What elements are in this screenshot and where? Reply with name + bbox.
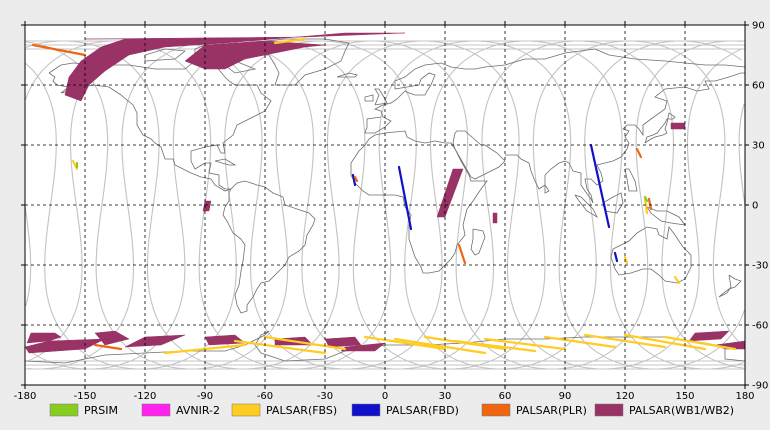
swath-palsar-plr	[647, 197, 653, 211]
legend-label: AVNIR-2	[176, 404, 220, 417]
x-tick-label: -150	[74, 391, 97, 402]
swath-palsar-wb1-wb2	[26, 332, 62, 344]
x-tick-label: 120	[615, 391, 634, 402]
swath-palsar-fbs	[583, 333, 667, 349]
coastline	[336, 72, 358, 78]
coastline	[222, 180, 316, 314]
x-tick-label: -90	[197, 391, 213, 402]
x-tick-label: 60	[499, 391, 512, 402]
legend-label: PALSAR(FBD)	[386, 404, 459, 417]
swath-palsar-fbs	[233, 339, 327, 355]
legend-swatch	[351, 403, 381, 417]
swath-palsar-fbd	[397, 165, 413, 231]
swath-palsar-fbs	[643, 197, 649, 215]
x-tick-label: 180	[735, 391, 754, 402]
coastline	[350, 130, 488, 274]
coastline	[644, 112, 676, 144]
y-tick-label: -30	[752, 261, 768, 272]
coastline	[505, 72, 745, 204]
coastline	[364, 116, 382, 134]
x-tick-label: -120	[134, 391, 157, 402]
swath-palsar-fbs	[363, 335, 447, 351]
coastline	[574, 194, 598, 219]
legend-swatch	[231, 403, 261, 417]
swath-palsar-fbs	[453, 339, 537, 353]
legend-swatch	[49, 403, 79, 417]
swath-palsar-plr	[353, 175, 359, 183]
y-tick-label: 60	[752, 81, 765, 92]
legend-label: PALSAR(PLR)	[516, 404, 587, 417]
swath-palsar-fbd	[351, 173, 357, 187]
coastline	[48, 60, 272, 190]
swath-palsar-wb1-wb2	[24, 338, 106, 354]
legend-swatch	[141, 403, 171, 417]
swath-palsar-wb1-wb2	[64, 32, 406, 102]
observation-swaths	[24, 32, 746, 355]
swath-palsar-fbs	[673, 275, 681, 285]
x-tick-label: 150	[675, 391, 694, 402]
swath-palsar-fbs	[623, 255, 629, 265]
x-tick-label: -30	[317, 391, 333, 402]
legend: PRSIM AVNIR-2 PALSAR(FBS) PALSAR(FBD) PALSAR…	[49, 403, 734, 417]
coastline	[364, 94, 374, 102]
swath-palsar-wb1-wb2	[670, 122, 686, 130]
swath-palsar-fbs	[483, 337, 567, 351]
coastline	[470, 228, 486, 256]
swath-palsar-fbs	[543, 335, 617, 349]
orbit-track	[27, 40, 745, 370]
swath-palsar-fbs	[623, 333, 707, 351]
x-tick-label: 0	[382, 391, 388, 402]
swath-palsar-wb1-wb2	[688, 330, 730, 342]
coastline	[374, 88, 388, 106]
swath-palsar-plr	[635, 147, 643, 159]
legend-label: PALSAR(WB1/WB2)	[629, 404, 734, 417]
axis-ticks: -180 -150 -120 -90 -60 -30 0 30 60 90 120 150 180 90 6…	[14, 21, 769, 403]
swath-palsar-plr	[31, 43, 87, 57]
swath-palsar-plr	[93, 343, 123, 351]
swath-palsar-fbs	[273, 37, 307, 45]
swath-palsar-fbd	[589, 143, 611, 229]
orbit-track	[24, 40, 746, 370]
y-tick-label: -60	[752, 321, 768, 332]
legend-swatch	[481, 403, 511, 417]
x-tick-label: -60	[257, 391, 273, 402]
x-tick-label: 90	[559, 391, 572, 402]
swath-palsar-wb1-wb2	[492, 212, 498, 224]
legend-label: PRSIM	[84, 404, 118, 417]
orbit-track	[24, 40, 742, 370]
swath-palsar-wb1-wb2	[324, 336, 362, 348]
orbit-track	[27, 40, 744, 370]
swath-prsim	[643, 195, 649, 203]
swath-palsar-wb1-wb2	[202, 200, 212, 212]
graticule	[25, 25, 745, 385]
swath-palsar-wb1-wb2	[124, 334, 186, 348]
orbit-track	[26, 40, 742, 370]
coastline	[452, 130, 506, 180]
coastline	[544, 184, 550, 194]
swath-palsar-wb1-wb2	[184, 40, 326, 70]
swath-palsar-fbs	[263, 335, 347, 351]
swath-palsar-fbs	[663, 335, 737, 351]
y-tick-label: 0	[752, 201, 758, 212]
coastline	[214, 158, 237, 166]
legend-label: PALSAR(FBS)	[266, 404, 337, 417]
coastline	[610, 226, 692, 284]
swath-palsar-plr	[457, 243, 467, 265]
swath-palsar-wb1-wb2	[94, 330, 130, 346]
y-tick-label: 90	[752, 21, 765, 32]
swath-palsar-fbd	[613, 251, 619, 263]
swath-palsar-fbs	[393, 337, 487, 355]
x-tick-label: 30	[439, 391, 452, 402]
y-tick-label: -90	[752, 381, 768, 392]
coastline	[365, 48, 746, 134]
legend-swatch	[594, 403, 624, 417]
coastline	[624, 168, 638, 192]
coastline	[718, 274, 742, 298]
y-tick-label: 30	[752, 141, 765, 152]
x-tick-label: -180	[14, 391, 37, 402]
